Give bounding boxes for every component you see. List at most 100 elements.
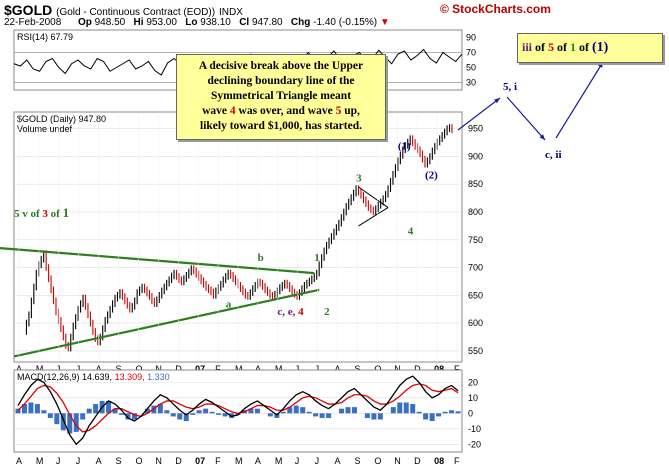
macd-histogram-bar [326,413,332,418]
ohlc-row: 22-Feb-2008 Op 948.50 Hi 953.00 Lo 938.1… [4,17,390,28]
wave-label-1: 1 [63,205,70,220]
macd-histogram-bar [319,413,325,418]
price-tick-label: 600 [468,318,483,328]
macd-signal-value: 13.309, [115,372,148,382]
projection-arrow-3 [555,61,604,139]
projection-arrow-1-head [494,98,500,104]
macd-histogram-bar [73,413,79,432]
macd-histogram-bar [21,404,27,414]
macd-x-label: O [135,456,142,466]
price-x-label: S [354,364,360,374]
macd-histogram-bar [254,408,260,414]
wave-label: 2 [324,306,330,318]
macd-histogram-bar [390,407,396,414]
macd-x-label: J [56,456,61,466]
macd-histogram-bar [144,408,150,414]
macd-histogram-bar [190,413,196,415]
macd-x-label: D [414,456,421,466]
price-x-label: A [96,364,102,374]
macd-histogram-bar [106,400,112,414]
macd-histogram-bar [248,408,254,414]
wave-annotations: (1) (2) 3 4 1 2 b a c, e, 4 5, i c, ii 5 v of 3 of … [14,61,604,318]
macd-histogram-bar [177,413,183,420]
price-x-label: O [374,364,381,374]
macd-x-label: A [96,456,102,466]
macd-histogram-bar [125,413,131,420]
macd-histogram-bar [423,413,429,420]
macd-x-label: A [335,456,341,466]
macd-histogram-bar [371,413,377,420]
macd-histogram-bar [364,413,370,418]
price-x-label: O [135,364,142,374]
macd-x-label: N [394,456,401,466]
wave-label: c, e, 4 [277,306,304,318]
projection-arrow-2 [506,96,546,141]
macd-histogram-bar [203,408,209,414]
macd-title-name: MACD(12,26,9) 14.639, [17,372,115,382]
macd-histogram-bar [429,413,435,422]
projection-arrow-2-head [539,134,545,140]
analysis-callout: A decisive break above the Upper declini… [176,54,386,140]
macd-histogram-bar [183,413,189,422]
symbol-label: $GOLD [4,2,53,18]
price-x-label: F [215,364,221,374]
price-x-label: J [315,364,320,374]
wave-label-5v: 5 v of [14,208,42,220]
macd-title: MACD(12,26,9) 14.639, 13.309, 1.330 [17,372,170,382]
rsi-tick-label: 30 [466,78,476,88]
contract-name: (Gold - Continuous Contract (EOD)) [56,7,216,18]
open-value: 948.50 [94,17,126,28]
macd-histogram-bar [80,413,86,420]
macd-histogram-bar [280,411,286,414]
price-x-label: M [36,364,44,374]
macd-x-label: M [235,456,243,466]
wave-label: b [258,252,264,264]
macd-x-label: D [175,456,182,466]
price-x-label: M [275,364,283,374]
price-x-label: F [454,364,460,374]
mini-triangle-upper [358,186,389,208]
macd-x-label: N [155,456,162,466]
macd-hist-value: 1.330 [147,372,170,382]
macd-tick-label: 20 [468,377,478,387]
price-x-label: A [255,364,261,374]
wave-label-4: 4 [298,306,304,318]
macd-x-label: M [275,456,283,466]
macd-histogram-bar [455,411,461,414]
wave-label: c, ii [545,149,562,161]
macd-histogram-bar [436,413,442,417]
macd-histogram-bar [86,408,92,414]
macd-histogram-bar [209,411,215,414]
wave-label: 4 [408,225,414,237]
price-tick-label: 650 [468,290,483,300]
high-value: 953.00 [146,17,177,28]
macd-histogram-bar [222,413,228,417]
macd-histogram-bar [287,407,293,414]
macd-histogram-bar [60,413,66,431]
macd-histogram-bar [449,410,455,414]
price-x-label: A [335,364,341,374]
mini-triangle-lower [358,207,389,227]
callout-line-2: declining boundary line of the [207,75,355,87]
macd-histogram-bar [339,408,345,414]
wave-label: a [226,299,232,311]
macd-histogram-bar [216,413,222,415]
down-arrow-icon: ▼ [379,17,390,28]
change-value: -1.40 (-0.15%) [313,17,378,28]
price-panel: 550 600 650 700 750 800 850 900 950 $GOLD (Daily)… [0,111,483,374]
wave-label-e: e, [288,306,298,318]
macd-x-label: J [315,456,320,466]
price-tick-label: 850 [468,179,483,189]
macd-histogram-bar [293,405,299,414]
macd-histogram-bar [170,413,176,417]
price-x-label: N [394,364,401,374]
rsi-tick-label: 90 [466,33,476,43]
price-x-label: J [56,364,61,374]
callout-line-4: wave 4 was over, and wave 5 up, [202,105,360,117]
wave-label-c: c, [277,306,287,318]
macd-histogram-bar [313,413,319,417]
chart-title: $GOLD (Gold - Continuous Contract (EOD))… [4,2,243,18]
macd-histogram-bar [196,410,202,414]
macd-x-label: A [255,456,261,466]
